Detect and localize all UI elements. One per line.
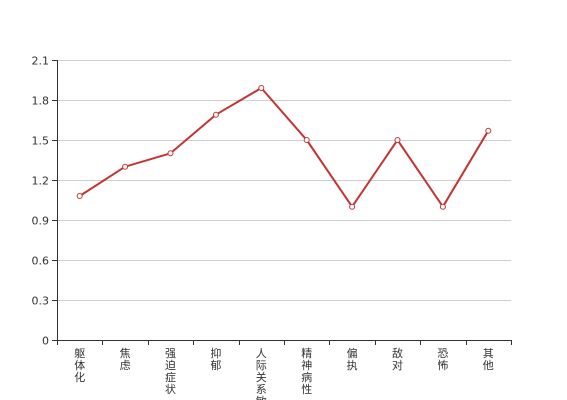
y-tick-label: 1.5 xyxy=(32,135,50,148)
x-tick-label: 强迫症状 xyxy=(165,347,176,396)
x-tick-label: 偏执 xyxy=(347,346,358,372)
x-axis: 躯体化 焦虑 强迫症状 抑郁 人际关系敏感 精神病性 偏执 敌对 恐怖 其他 xyxy=(57,340,512,400)
y-axis: 0 0.3 0.6 0.9 1.2 1.5 1.8 2.1 xyxy=(32,55,58,348)
series-layer xyxy=(76,85,492,210)
data-point[interactable] xyxy=(212,111,219,118)
data-point[interactable] xyxy=(303,137,310,143)
y-tick-label: 2.1 xyxy=(32,55,50,68)
y-tick-label: 0.9 xyxy=(32,215,50,228)
x-tick-label: 恐怖 xyxy=(437,347,448,372)
y-tick-label: 1.2 xyxy=(32,175,50,188)
data-point[interactable] xyxy=(485,127,492,134)
x-tick-label: 抑郁 xyxy=(210,346,221,372)
y-tick-label: 0.3 xyxy=(32,295,50,308)
data-point[interactable] xyxy=(76,193,83,199)
data-point[interactable] xyxy=(394,137,401,143)
x-tick-label: 人际关系敏感 xyxy=(256,347,267,400)
data-point[interactable] xyxy=(258,85,265,91)
x-tick-label: 其他 xyxy=(483,347,494,372)
x-tick-label: 敌对 xyxy=(392,346,403,372)
y-tick-label: 1.8 xyxy=(32,95,50,108)
grid-lines xyxy=(57,60,511,301)
y-tick-label: 0 xyxy=(42,335,49,348)
data-point[interactable] xyxy=(439,203,446,210)
y-tick-label: 0.6 xyxy=(32,255,50,268)
x-tick-label: 焦虑 xyxy=(120,347,131,372)
data-point[interactable] xyxy=(167,150,174,157)
data-point[interactable] xyxy=(122,163,129,170)
x-tick-label: 精神病性 xyxy=(301,347,312,396)
x-tick-label: 躯体化 xyxy=(74,347,85,384)
series-line xyxy=(79,87,490,208)
data-point[interactable] xyxy=(349,203,356,210)
